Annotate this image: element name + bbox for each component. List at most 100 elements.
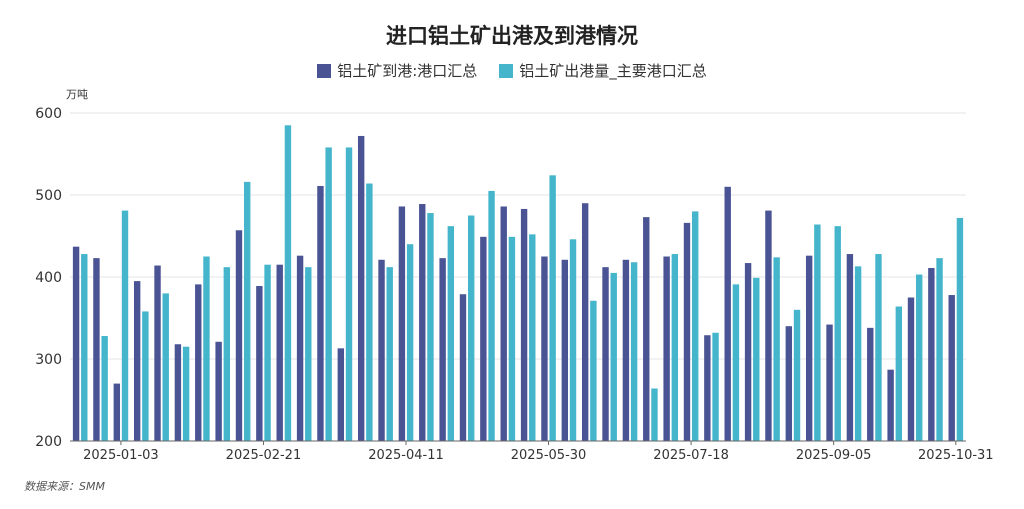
legend-item-arrival[interactable]: 铝土矿到港:港口汇总 bbox=[317, 60, 477, 81]
bar-arrival bbox=[765, 210, 772, 441]
bar-arrival bbox=[317, 185, 324, 441]
bar-departure bbox=[956, 217, 964, 441]
bar-departure bbox=[610, 272, 617, 441]
bar-arrival bbox=[174, 344, 182, 441]
bar-departure bbox=[121, 210, 129, 441]
bar-departure bbox=[406, 244, 414, 441]
bar-departure bbox=[345, 147, 353, 441]
bar-departure bbox=[590, 300, 597, 441]
bar-arrival bbox=[296, 255, 304, 441]
bar-arrival bbox=[500, 206, 507, 441]
bar-arrival bbox=[459, 294, 467, 441]
bar-arrival bbox=[724, 186, 731, 441]
bar-arrival bbox=[561, 259, 569, 441]
bar-arrival bbox=[337, 348, 345, 441]
x-tick-label: 2025-02-21 bbox=[226, 448, 302, 463]
bar-departure bbox=[529, 234, 536, 441]
x-tick-label: 2025-07-18 bbox=[653, 448, 729, 463]
bar-arrival bbox=[785, 326, 793, 441]
bar-departure bbox=[508, 236, 516, 441]
bar-departure bbox=[142, 311, 149, 441]
bar-departure bbox=[915, 274, 923, 441]
bar-arrival bbox=[154, 265, 161, 441]
bar-departure bbox=[203, 256, 210, 441]
bar-departure bbox=[284, 125, 292, 442]
bar-arrival bbox=[602, 267, 609, 441]
bar-arrival bbox=[826, 324, 833, 441]
bar-departure bbox=[101, 336, 108, 441]
bar-arrival bbox=[663, 256, 670, 441]
bar-arrival bbox=[72, 246, 80, 441]
x-tick-label: 2025-04-11 bbox=[368, 448, 444, 463]
legend-label-arrival: 铝土矿到港:港口汇总 bbox=[337, 62, 478, 80]
bar-departure bbox=[854, 266, 862, 441]
legend-swatch-departure bbox=[499, 63, 514, 78]
bar-departure bbox=[325, 147, 332, 441]
bar-arrival bbox=[439, 258, 446, 441]
bar-arrival bbox=[846, 254, 854, 441]
bar-departure bbox=[467, 215, 475, 441]
bar-arrival bbox=[683, 222, 691, 441]
legend-label-departure: 铝土矿出港量_主要港口汇总 bbox=[519, 62, 707, 80]
bar-arrival bbox=[643, 217, 650, 441]
bar-arrival bbox=[113, 383, 121, 441]
bar-arrival bbox=[907, 297, 915, 441]
bar-departure bbox=[223, 267, 231, 441]
bar-departure bbox=[182, 346, 190, 441]
bar-departure bbox=[366, 183, 373, 441]
bar-departure bbox=[305, 267, 312, 441]
bar-departure bbox=[630, 262, 638, 441]
x-tick-label: 2025-09-05 bbox=[796, 448, 872, 463]
bar-arrival bbox=[195, 284, 202, 441]
bar-departure bbox=[753, 277, 760, 441]
bar-departure bbox=[243, 181, 251, 441]
y-tick-label: 500 bbox=[35, 188, 62, 204]
bar-departure bbox=[895, 306, 903, 441]
bar-arrival bbox=[357, 135, 365, 441]
bar-departure bbox=[81, 254, 88, 441]
bar-departure bbox=[162, 293, 169, 441]
bar-arrival bbox=[805, 255, 813, 441]
y-axis-unit-label: 万吨 bbox=[66, 88, 88, 101]
bar-arrival bbox=[581, 203, 589, 441]
bar-arrival bbox=[419, 204, 426, 441]
bar-departure bbox=[814, 224, 821, 441]
bar-arrival bbox=[215, 341, 222, 441]
bar-departure bbox=[691, 211, 699, 441]
chart-title: 进口铝土矿出港及到港情况 bbox=[386, 24, 638, 48]
bar-departure bbox=[834, 226, 841, 441]
y-tick-label: 600 bbox=[35, 106, 62, 122]
bar-arrival bbox=[276, 264, 283, 441]
y-tick-label: 200 bbox=[35, 434, 62, 450]
bar-departure bbox=[447, 226, 455, 441]
bar-arrival bbox=[887, 369, 894, 441]
bar-arrival bbox=[541, 256, 548, 441]
bar-arrival bbox=[520, 208, 528, 441]
bar-arrival bbox=[744, 263, 752, 441]
bar-departure bbox=[936, 258, 943, 441]
bar-arrival bbox=[928, 267, 935, 441]
data-source-note: 数据来源：SMM bbox=[24, 480, 105, 493]
bar-departure bbox=[549, 175, 556, 441]
bar-arrival bbox=[622, 259, 630, 441]
bar-arrival bbox=[867, 327, 874, 441]
bar-departure bbox=[875, 254, 882, 441]
bar-arrival bbox=[256, 286, 263, 441]
bar-arrival bbox=[948, 295, 955, 441]
bar-arrival bbox=[704, 335, 711, 441]
bar-arrival bbox=[93, 258, 100, 441]
y-tick-label: 300 bbox=[35, 352, 62, 368]
bar-departure bbox=[793, 309, 801, 441]
bar-departure bbox=[732, 284, 740, 441]
legend-swatch-arrival bbox=[317, 63, 332, 78]
bar-departure bbox=[427, 213, 434, 441]
bar-arrival bbox=[235, 230, 243, 441]
bar-departure bbox=[712, 332, 719, 441]
bar-departure bbox=[651, 388, 658, 441]
bar-arrival bbox=[480, 236, 487, 441]
legend-item-departure[interactable]: 铝土矿出港量_主要港口汇总 bbox=[499, 60, 707, 81]
bar-departure bbox=[386, 267, 393, 441]
bar-departure bbox=[264, 264, 271, 441]
y-tick-label: 400 bbox=[35, 270, 62, 286]
